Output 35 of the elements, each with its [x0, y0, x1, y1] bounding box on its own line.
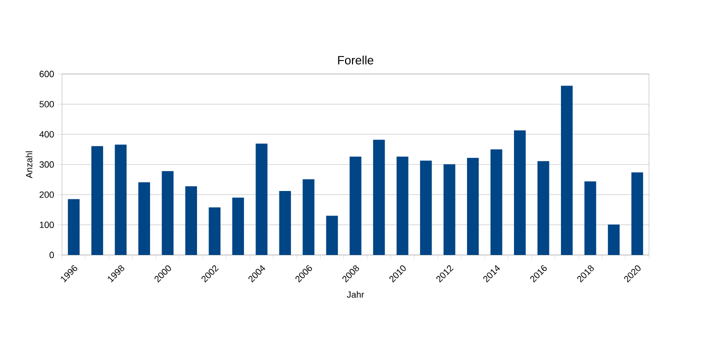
bar	[162, 171, 174, 255]
bar	[208, 207, 220, 255]
bar	[608, 224, 620, 255]
bar	[279, 191, 291, 255]
bar	[68, 199, 80, 255]
y-tick-label: 400	[39, 131, 54, 138]
bar	[91, 146, 104, 255]
bar	[138, 182, 150, 255]
x-axis-title: Jahr	[346, 291, 364, 298]
y-tick-label: 300	[40, 161, 54, 168]
chart-title: Forelle	[338, 56, 374, 64]
bar	[256, 144, 268, 255]
bar	[444, 164, 456, 255]
bar	[185, 186, 198, 255]
bar	[420, 160, 432, 255]
y-tick-label: 0	[50, 252, 54, 258]
bar	[350, 156, 362, 255]
bar	[537, 161, 550, 255]
bar	[302, 179, 314, 255]
bar	[467, 158, 479, 255]
y-tick-label: 600	[40, 70, 54, 78]
y-axis-title: Anzahl	[26, 151, 32, 178]
bar	[396, 156, 408, 255]
y-tick-label: 100	[40, 222, 54, 228]
bar	[326, 216, 338, 255]
bar	[514, 130, 526, 255]
bar	[232, 198, 244, 255]
bar	[631, 172, 644, 255]
bar	[114, 144, 127, 255]
bar	[584, 181, 596, 255]
bar	[373, 140, 385, 255]
y-tick-label: 500	[40, 100, 54, 108]
bar	[560, 86, 573, 255]
bar	[490, 149, 502, 255]
y-tick-label: 200	[40, 191, 54, 198]
